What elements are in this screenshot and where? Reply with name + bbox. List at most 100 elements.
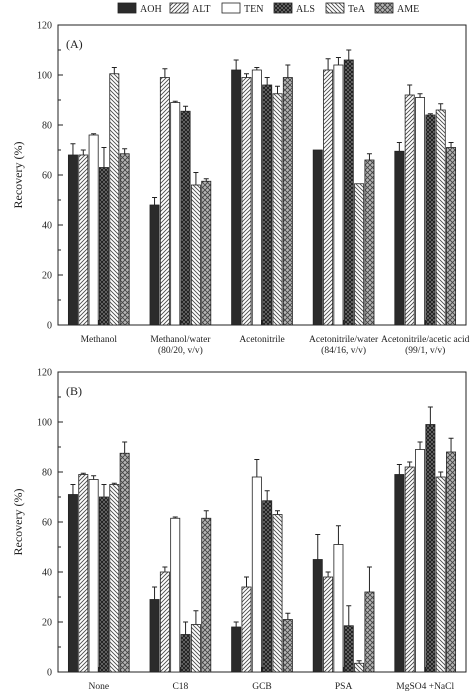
bar-alt	[78, 474, 89, 673]
panel-label: (A)	[66, 37, 83, 51]
bar-aoh	[312, 149, 323, 326]
y-axis-label: Recovery (%)	[11, 142, 25, 209]
y-tick-label: 20	[42, 618, 52, 629]
bar-als	[262, 84, 273, 326]
x-tick-label: (99/1, v/v)	[405, 345, 445, 356]
x-tick-label: PSA	[335, 682, 353, 692]
legend: AOH ALT TEN ALS TeA AME	[117, 2, 419, 15]
bar-aoh	[312, 559, 323, 673]
bar-als	[180, 634, 191, 673]
bar-tea	[109, 484, 120, 673]
y-tick-label: 0	[47, 321, 52, 332]
panel-b: 0 20 40 60 80 100 120 Recovery (%) (B) None C18 GCB…	[11, 368, 467, 692]
y-tick-label: 100	[37, 418, 52, 429]
bar-als	[99, 496, 109, 673]
bar-ten	[88, 134, 99, 326]
legend-swatch-alt	[169, 2, 189, 14]
bar-als	[99, 167, 109, 326]
x-tick-label: (80/20, v/v)	[158, 345, 203, 356]
bar-alt	[241, 586, 252, 673]
legend-label-als: ALS	[296, 4, 315, 15]
bar-alt	[159, 77, 170, 326]
bar-tea	[354, 662, 365, 673]
x-tick-label: MgSO4 +NaCl	[396, 682, 454, 692]
legend-label-aoh: AOH	[140, 4, 162, 15]
bar-aoh	[67, 154, 78, 326]
bar-alt	[404, 94, 415, 326]
bar-als	[343, 625, 354, 673]
bar-aoh	[231, 626, 242, 673]
legend-item-alt: ALT	[169, 2, 211, 15]
legend-swatch-als	[273, 2, 293, 14]
legend-label-alt: ALT	[192, 4, 211, 15]
y-tick-label: 60	[42, 171, 52, 182]
bar-alt	[323, 69, 334, 326]
bar-ten	[333, 544, 344, 673]
y-tick-label: 40	[42, 221, 52, 232]
bar-alt	[241, 77, 252, 326]
y-tick-label: 100	[37, 71, 52, 82]
bar-tea	[272, 93, 283, 326]
legend-swatch-tea	[325, 2, 345, 14]
bar-ame	[282, 77, 293, 326]
bar-tea	[272, 514, 283, 673]
bar-aoh	[394, 150, 405, 326]
bar-ame	[446, 451, 457, 673]
bar-ten	[251, 476, 262, 673]
x-tick-label: Acetonitrile/water	[309, 335, 379, 345]
bar-als	[262, 500, 273, 673]
x-tick-label: Methanol/water	[150, 335, 211, 345]
bar-tea	[109, 73, 120, 326]
bar-tea	[435, 109, 446, 326]
x-tick-label: Methanol	[81, 335, 118, 345]
bar-tea	[190, 624, 201, 673]
y-tick-label: 80	[42, 468, 52, 479]
bar-aoh	[394, 474, 405, 673]
y-tick-label: 0	[47, 668, 52, 679]
bar-aoh	[231, 69, 242, 326]
panel-label: (B)	[66, 384, 82, 398]
legend-item-ten: TEN	[221, 2, 263, 15]
legend-label-tea: TeA	[348, 4, 366, 15]
y-tick-label: 40	[42, 568, 52, 579]
legend-swatch-aoh	[117, 2, 137, 14]
bar-ten	[251, 69, 262, 326]
bar-als	[425, 424, 436, 673]
bar-ten	[88, 479, 99, 673]
bar-als	[343, 59, 354, 326]
bar-als	[180, 110, 191, 326]
bar-ame	[282, 619, 293, 673]
bar-ame	[119, 452, 130, 673]
bar-aoh	[149, 599, 160, 673]
bar-ame	[446, 147, 457, 326]
bar-ame	[119, 153, 130, 326]
legend-item-tea: TeA	[325, 2, 366, 15]
bar-ten	[415, 449, 425, 673]
x-tick-label: GCB	[252, 682, 272, 692]
x-tick-label: None	[89, 682, 110, 692]
x-tick-label: C18	[172, 682, 188, 692]
y-tick-label: 20	[42, 271, 52, 282]
legend-label-ame: AME	[397, 4, 419, 15]
legend-item-als: ALS	[273, 2, 315, 15]
legend-swatch-ten	[221, 2, 241, 14]
legend-swatch-ame	[374, 2, 394, 14]
legend-label-ten: TEN	[244, 4, 263, 15]
bar-ten	[333, 64, 344, 326]
bar-alt	[323, 576, 334, 673]
y-axis-label: Recovery (%)	[11, 489, 25, 556]
x-tick-label: Acetonitrile	[239, 335, 284, 345]
bar-alt	[404, 466, 415, 673]
bar-aoh	[67, 494, 78, 673]
bar-alt	[78, 154, 89, 326]
legend-item-aoh: AOH	[117, 2, 162, 15]
bar-tea	[435, 476, 446, 673]
bar-ame	[364, 591, 375, 673]
panel-a: 0 20 40 60 80 100 120 Recovery (%) (A) Methanol Me…	[11, 21, 470, 357]
bar-als	[425, 114, 436, 326]
y-tick-label: 120	[37, 368, 52, 379]
x-tick-label: Acetonitrile/acetic acid	[381, 335, 470, 345]
y-tick-label: 60	[42, 518, 52, 529]
bar-ten	[170, 517, 181, 673]
bar-ten	[170, 102, 181, 326]
